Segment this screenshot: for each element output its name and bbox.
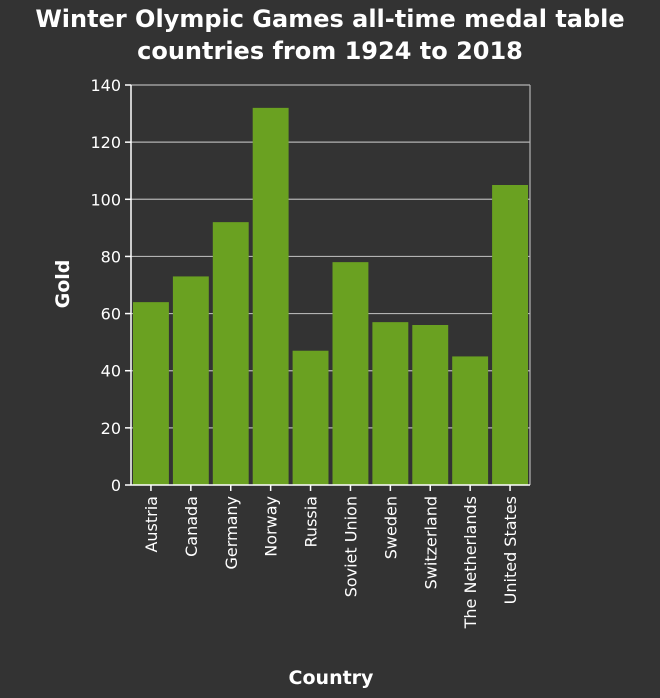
bar-norway [252,107,289,485]
x-tick-label-5: Soviet Union [341,496,360,597]
bars [132,107,529,485]
y-tick-label-6: 120 [90,133,121,152]
x-tick-label-0: Austria [142,496,161,553]
bar-austria [132,302,169,485]
chart-title-line-1: Winter Olympic Games all-time medal tabl… [35,5,624,33]
x-axis-title: Country [289,667,375,689]
y-tick-label-1: 20 [101,419,121,438]
y-tick-label-5: 100 [90,190,121,209]
x-tick-label-1: Canada [182,496,201,557]
bar-canada [172,276,209,485]
x-tick-label-3: Norway [262,496,281,557]
bar-united-states [492,185,529,485]
x-tick-label-9: United States [501,496,520,604]
x-tick-label-8: The Netherlands [461,496,480,629]
bar-soviet-union [332,262,369,485]
axes [125,84,530,491]
y-tick-label-3: 60 [101,305,121,324]
chart-title-line-2: countries from 1924 to 2018 [137,37,523,65]
bar-the-netherlands [452,356,489,485]
x-tick-label-7: Switzerland [421,496,440,589]
x-tick-label-4: Russia [302,496,321,547]
y-tick-labels: 0 20 40 60 80 100 120 140 [90,76,121,495]
bar-switzerland [412,325,449,485]
x-tick-label-2: Germany [222,496,241,570]
bar-russia [292,350,329,485]
y-tick-label-2: 40 [101,362,121,381]
y-tick-label-7: 140 [90,76,121,95]
y-tick-label-4: 80 [101,247,121,266]
x-tick-label-6: Sweden [381,496,400,559]
x-tick-labels: Austria Canada Germany Norway Russia Soviet U… [142,496,520,629]
y-axis-title: Gold [52,260,74,309]
bar-sweden [372,322,409,485]
y-tick-label-0: 0 [111,476,121,495]
bar-germany [212,222,249,485]
